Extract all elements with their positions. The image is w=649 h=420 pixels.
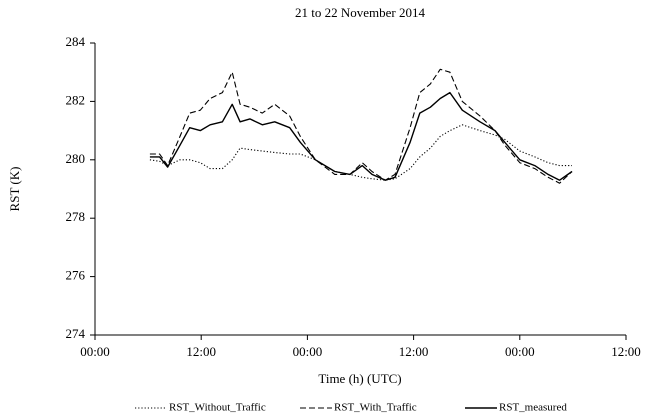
legend-label: RST_measured <box>499 402 567 414</box>
y-tick-label: 274 <box>66 326 86 341</box>
chart-title: 21 to 22 November 2014 <box>295 5 425 20</box>
series-line <box>149 91 573 181</box>
y-tick-label: 284 <box>66 34 86 49</box>
x-tick-label: 00:00 <box>505 344 535 359</box>
x-tick-label: 12:00 <box>186 344 216 359</box>
y-tick-label: 282 <box>66 92 86 107</box>
x-tick-label: 12:00 <box>399 344 429 359</box>
y-tick-label: 276 <box>66 268 86 283</box>
y-tick-label: 278 <box>66 209 86 224</box>
series-line <box>149 124 572 181</box>
x-axis-label: Time (h) (UTC) <box>318 371 401 386</box>
legend-label: RST_Without_Traffic <box>169 402 266 414</box>
x-tick-label: 00:00 <box>293 344 323 359</box>
legend-label: RST_With_Traffic <box>334 402 417 414</box>
y-tick-label: 280 <box>66 151 86 166</box>
x-tick-label: 00:00 <box>80 344 110 359</box>
y-axis-label: RST (K) <box>7 167 22 212</box>
x-tick-label: 12:00 <box>611 344 641 359</box>
